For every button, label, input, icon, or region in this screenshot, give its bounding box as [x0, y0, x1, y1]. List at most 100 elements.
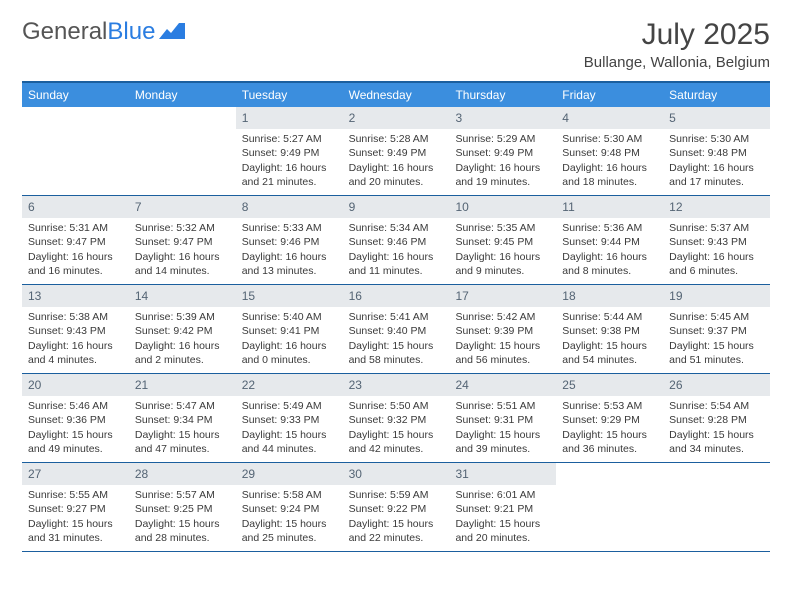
daylight-text: Daylight: 16 hours and 17 minutes.	[669, 161, 764, 189]
sunrise-text: Sunrise: 5:38 AM	[28, 310, 123, 324]
week-row: 20Sunrise: 5:46 AMSunset: 9:36 PMDayligh…	[22, 374, 770, 463]
date-number: 12	[663, 196, 770, 218]
calendar-cell: 20Sunrise: 5:46 AMSunset: 9:36 PMDayligh…	[22, 374, 129, 462]
cell-body: Sunrise: 5:33 AMSunset: 9:46 PMDaylight:…	[236, 218, 343, 283]
sunrise-text: Sunrise: 5:28 AM	[349, 132, 444, 146]
sunset-text: Sunset: 9:28 PM	[669, 413, 764, 427]
cell-body: Sunrise: 5:40 AMSunset: 9:41 PMDaylight:…	[236, 307, 343, 372]
cell-body: Sunrise: 5:47 AMSunset: 9:34 PMDaylight:…	[129, 396, 236, 461]
sunrise-text: Sunrise: 5:45 AM	[669, 310, 764, 324]
cell-body: Sunrise: 5:45 AMSunset: 9:37 PMDaylight:…	[663, 307, 770, 372]
daylight-text: Daylight: 16 hours and 13 minutes.	[242, 250, 337, 278]
date-number: 23	[343, 374, 450, 396]
calendar-cell: 25Sunrise: 5:53 AMSunset: 9:29 PMDayligh…	[556, 374, 663, 462]
cell-body: Sunrise: 5:28 AMSunset: 9:49 PMDaylight:…	[343, 129, 450, 194]
day-header: Wednesday	[343, 83, 450, 107]
daylight-text: Daylight: 16 hours and 0 minutes.	[242, 339, 337, 367]
date-number: 11	[556, 196, 663, 218]
cell-body: Sunrise: 5:27 AMSunset: 9:49 PMDaylight:…	[236, 129, 343, 194]
daylight-text: Daylight: 15 hours and 56 minutes.	[455, 339, 550, 367]
day-header: Monday	[129, 83, 236, 107]
date-number: 26	[663, 374, 770, 396]
calendar-cell: 14Sunrise: 5:39 AMSunset: 9:42 PMDayligh…	[129, 285, 236, 373]
calendar-cell: 24Sunrise: 5:51 AMSunset: 9:31 PMDayligh…	[449, 374, 556, 462]
sunset-text: Sunset: 9:48 PM	[669, 146, 764, 160]
daylight-text: Daylight: 15 hours and 20 minutes.	[455, 517, 550, 545]
date-number: 7	[129, 196, 236, 218]
daylight-text: Daylight: 16 hours and 18 minutes.	[562, 161, 657, 189]
cell-body: Sunrise: 5:36 AMSunset: 9:44 PMDaylight:…	[556, 218, 663, 283]
calendar-cell: 11Sunrise: 5:36 AMSunset: 9:44 PMDayligh…	[556, 196, 663, 284]
calendar-cell: 10Sunrise: 5:35 AMSunset: 9:45 PMDayligh…	[449, 196, 556, 284]
cell-body: Sunrise: 5:37 AMSunset: 9:43 PMDaylight:…	[663, 218, 770, 283]
cell-body: Sunrise: 5:38 AMSunset: 9:43 PMDaylight:…	[22, 307, 129, 372]
sunset-text: Sunset: 9:32 PM	[349, 413, 444, 427]
sunset-text: Sunset: 9:40 PM	[349, 324, 444, 338]
date-number: 24	[449, 374, 556, 396]
date-number	[556, 463, 663, 469]
date-number: 18	[556, 285, 663, 307]
calendar-cell: 19Sunrise: 5:45 AMSunset: 9:37 PMDayligh…	[663, 285, 770, 373]
sunrise-text: Sunrise: 5:39 AM	[135, 310, 230, 324]
cell-body: Sunrise: 5:53 AMSunset: 9:29 PMDaylight:…	[556, 396, 663, 461]
week-row: 1Sunrise: 5:27 AMSunset: 9:49 PMDaylight…	[22, 107, 770, 196]
sunrise-text: Sunrise: 5:59 AM	[349, 488, 444, 502]
day-header: Tuesday	[236, 83, 343, 107]
sunset-text: Sunset: 9:43 PM	[28, 324, 123, 338]
sunrise-text: Sunrise: 5:50 AM	[349, 399, 444, 413]
sunset-text: Sunset: 9:25 PM	[135, 502, 230, 516]
logo-text-2: Blue	[107, 18, 155, 46]
date-number: 1	[236, 107, 343, 129]
sunrise-text: Sunrise: 5:49 AM	[242, 399, 337, 413]
calendar-cell: 27Sunrise: 5:55 AMSunset: 9:27 PMDayligh…	[22, 463, 129, 551]
day-header-row: Sunday Monday Tuesday Wednesday Thursday…	[22, 83, 770, 107]
date-number: 21	[129, 374, 236, 396]
daylight-text: Daylight: 16 hours and 2 minutes.	[135, 339, 230, 367]
date-number: 10	[449, 196, 556, 218]
daylight-text: Daylight: 16 hours and 14 minutes.	[135, 250, 230, 278]
logo: GeneralBlue	[22, 18, 185, 46]
daylight-text: Daylight: 15 hours and 47 minutes.	[135, 428, 230, 456]
cell-body: Sunrise: 5:41 AMSunset: 9:40 PMDaylight:…	[343, 307, 450, 372]
sunrise-text: Sunrise: 5:47 AM	[135, 399, 230, 413]
daylight-text: Daylight: 15 hours and 49 minutes.	[28, 428, 123, 456]
calendar-cell: 5Sunrise: 5:30 AMSunset: 9:48 PMDaylight…	[663, 107, 770, 195]
title-block: July 2025 Bullange, Wallonia, Belgium	[584, 18, 770, 71]
date-number: 9	[343, 196, 450, 218]
date-number: 13	[22, 285, 129, 307]
daylight-text: Daylight: 16 hours and 9 minutes.	[455, 250, 550, 278]
sunrise-text: Sunrise: 5:57 AM	[135, 488, 230, 502]
sunrise-text: Sunrise: 5:37 AM	[669, 221, 764, 235]
sunrise-text: Sunrise: 5:55 AM	[28, 488, 123, 502]
daylight-text: Daylight: 16 hours and 11 minutes.	[349, 250, 444, 278]
daylight-text: Daylight: 16 hours and 19 minutes.	[455, 161, 550, 189]
calendar-cell: 7Sunrise: 5:32 AMSunset: 9:47 PMDaylight…	[129, 196, 236, 284]
sunset-text: Sunset: 9:44 PM	[562, 235, 657, 249]
cell-body: Sunrise: 5:46 AMSunset: 9:36 PMDaylight:…	[22, 396, 129, 461]
location: Bullange, Wallonia, Belgium	[584, 54, 770, 71]
date-number: 30	[343, 463, 450, 485]
sunset-text: Sunset: 9:21 PM	[455, 502, 550, 516]
sunrise-text: Sunrise: 5:35 AM	[455, 221, 550, 235]
sunrise-text: Sunrise: 5:36 AM	[562, 221, 657, 235]
week-row: 13Sunrise: 5:38 AMSunset: 9:43 PMDayligh…	[22, 285, 770, 374]
sunset-text: Sunset: 9:46 PM	[349, 235, 444, 249]
cell-body: Sunrise: 5:55 AMSunset: 9:27 PMDaylight:…	[22, 485, 129, 550]
calendar-cell: 18Sunrise: 5:44 AMSunset: 9:38 PMDayligh…	[556, 285, 663, 373]
sunrise-text: Sunrise: 5:41 AM	[349, 310, 444, 324]
cell-body: Sunrise: 5:42 AMSunset: 9:39 PMDaylight:…	[449, 307, 556, 372]
date-number: 28	[129, 463, 236, 485]
daylight-text: Daylight: 15 hours and 44 minutes.	[242, 428, 337, 456]
calendar-cell: 3Sunrise: 5:29 AMSunset: 9:49 PMDaylight…	[449, 107, 556, 195]
daylight-text: Daylight: 15 hours and 51 minutes.	[669, 339, 764, 367]
sunset-text: Sunset: 9:29 PM	[562, 413, 657, 427]
calendar-cell: 9Sunrise: 5:34 AMSunset: 9:46 PMDaylight…	[343, 196, 450, 284]
sunset-text: Sunset: 9:43 PM	[669, 235, 764, 249]
calendar-cell: 21Sunrise: 5:47 AMSunset: 9:34 PMDayligh…	[129, 374, 236, 462]
date-number: 20	[22, 374, 129, 396]
day-header: Friday	[556, 83, 663, 107]
sunset-text: Sunset: 9:22 PM	[349, 502, 444, 516]
date-number	[22, 107, 129, 113]
sunset-text: Sunset: 9:37 PM	[669, 324, 764, 338]
sunrise-text: Sunrise: 5:32 AM	[135, 221, 230, 235]
